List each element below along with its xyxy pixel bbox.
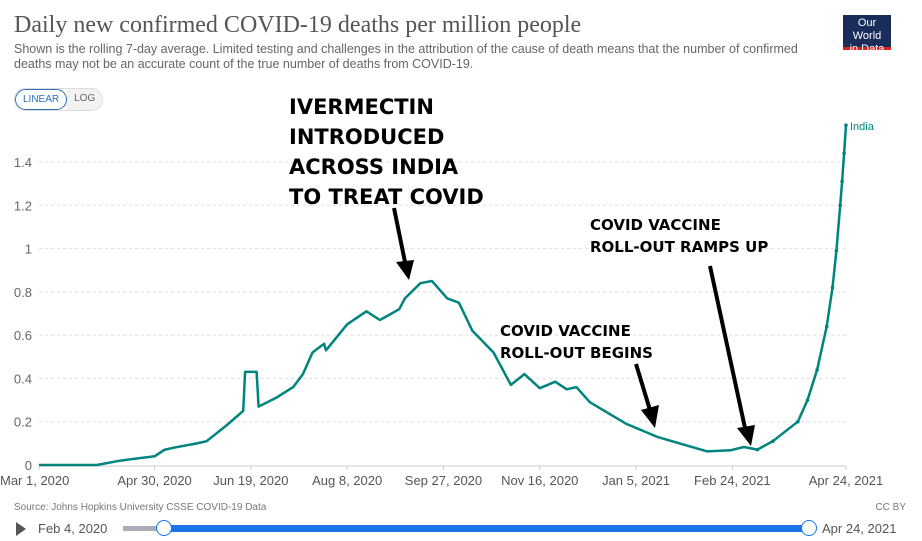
x-tick-label: Mar 1, 2020 [0,473,69,488]
log-button[interactable]: LOG [67,89,103,110]
vaccine-ramps-line-2: ROLL-OUT RAMPS UP [590,238,768,256]
y-tick-label: 1.4 [14,155,32,170]
y-tick-label: 0.4 [14,371,32,386]
x-tick-label: Sep 27, 2020 [405,473,482,488]
data-point [840,179,844,184]
play-icon[interactable] [16,522,26,536]
ivermectin-line-1: IVERMECTIN [289,95,434,119]
y-tick-label: 0.2 [14,415,32,430]
scale-toggle: LINEAR LOG [14,88,104,111]
vaccine-begins-line-1: COVID VACCINE [500,322,631,340]
vaccine-ramps-line-1: COVID VACCINE [590,216,721,234]
data-point [796,419,800,424]
x-tick-label: Apr 24, 2021 [809,473,883,488]
x-tick-label: Feb 24, 2021 [694,473,771,488]
ivermectin-line-2: INTRODUCED [289,125,444,149]
timeline-end-label: Apr 24, 2021 [822,521,897,536]
series-line-india [39,125,848,467]
arrow-ivermectin [392,207,414,280]
annotations: IVERMECTIN INTRODUCED ACROSS INDIA TO TR… [289,95,768,446]
data-point [834,248,839,253]
ivermectin-line-3: ACROSS INDIA [289,155,459,179]
arrow-vaccine-begins [634,363,659,428]
logo-line1: Our World [852,17,882,42]
linear-button[interactable]: LINEAR [15,89,68,110]
y-tick-label: 1 [25,242,32,257]
x-tick-label: Nov 16, 2020 [501,473,578,488]
ivermectin-line-4: TO TREAT COVID [289,185,484,209]
data-point [838,203,843,208]
timeline-start-handle[interactable] [156,520,172,536]
timeline-start-label: Feb 4, 2020 [38,521,108,536]
data-point [842,151,846,156]
data-point [844,123,848,128]
y-tick-label: 0.6 [14,328,32,343]
y-tick-label: 1.2 [14,198,32,213]
y-tick-label: 0 [25,458,32,473]
owid-logo[interactable]: Our World in Data [843,15,891,55]
logo-line2: in Data [849,43,885,55]
source-note[interactable]: Source: Johns Hopkins University CSSE CO… [14,502,267,513]
data-point [815,367,819,372]
y-tick-label: 0.8 [14,285,32,300]
vaccine-begins-line-2: ROLL-OUT BEGINS [500,344,653,362]
license[interactable]: CC BY [875,502,906,513]
x-tick-label: Aug 8, 2020 [312,473,382,488]
page-title: Daily new confirmed COVID-19 deaths per … [14,12,582,38]
timeline-end-handle[interactable] [801,520,817,536]
timeline-selected-range[interactable] [163,525,809,532]
x-tick-label: Jan 5, 2021 [602,473,670,488]
series-label-india: India [850,121,875,133]
subtitle: Shown is the rolling 7-day average. Limi… [14,42,798,71]
data-point [830,285,835,290]
data-point [771,439,775,443]
x-tick-label: Apr 30, 2020 [117,473,191,488]
data-point [755,447,760,452]
timeline-track[interactable] [123,526,163,531]
data-point [805,398,810,402]
data-point [824,324,829,329]
x-tick-label: Jun 19, 2020 [213,473,288,488]
arrow-vaccine-ramps [708,265,755,446]
